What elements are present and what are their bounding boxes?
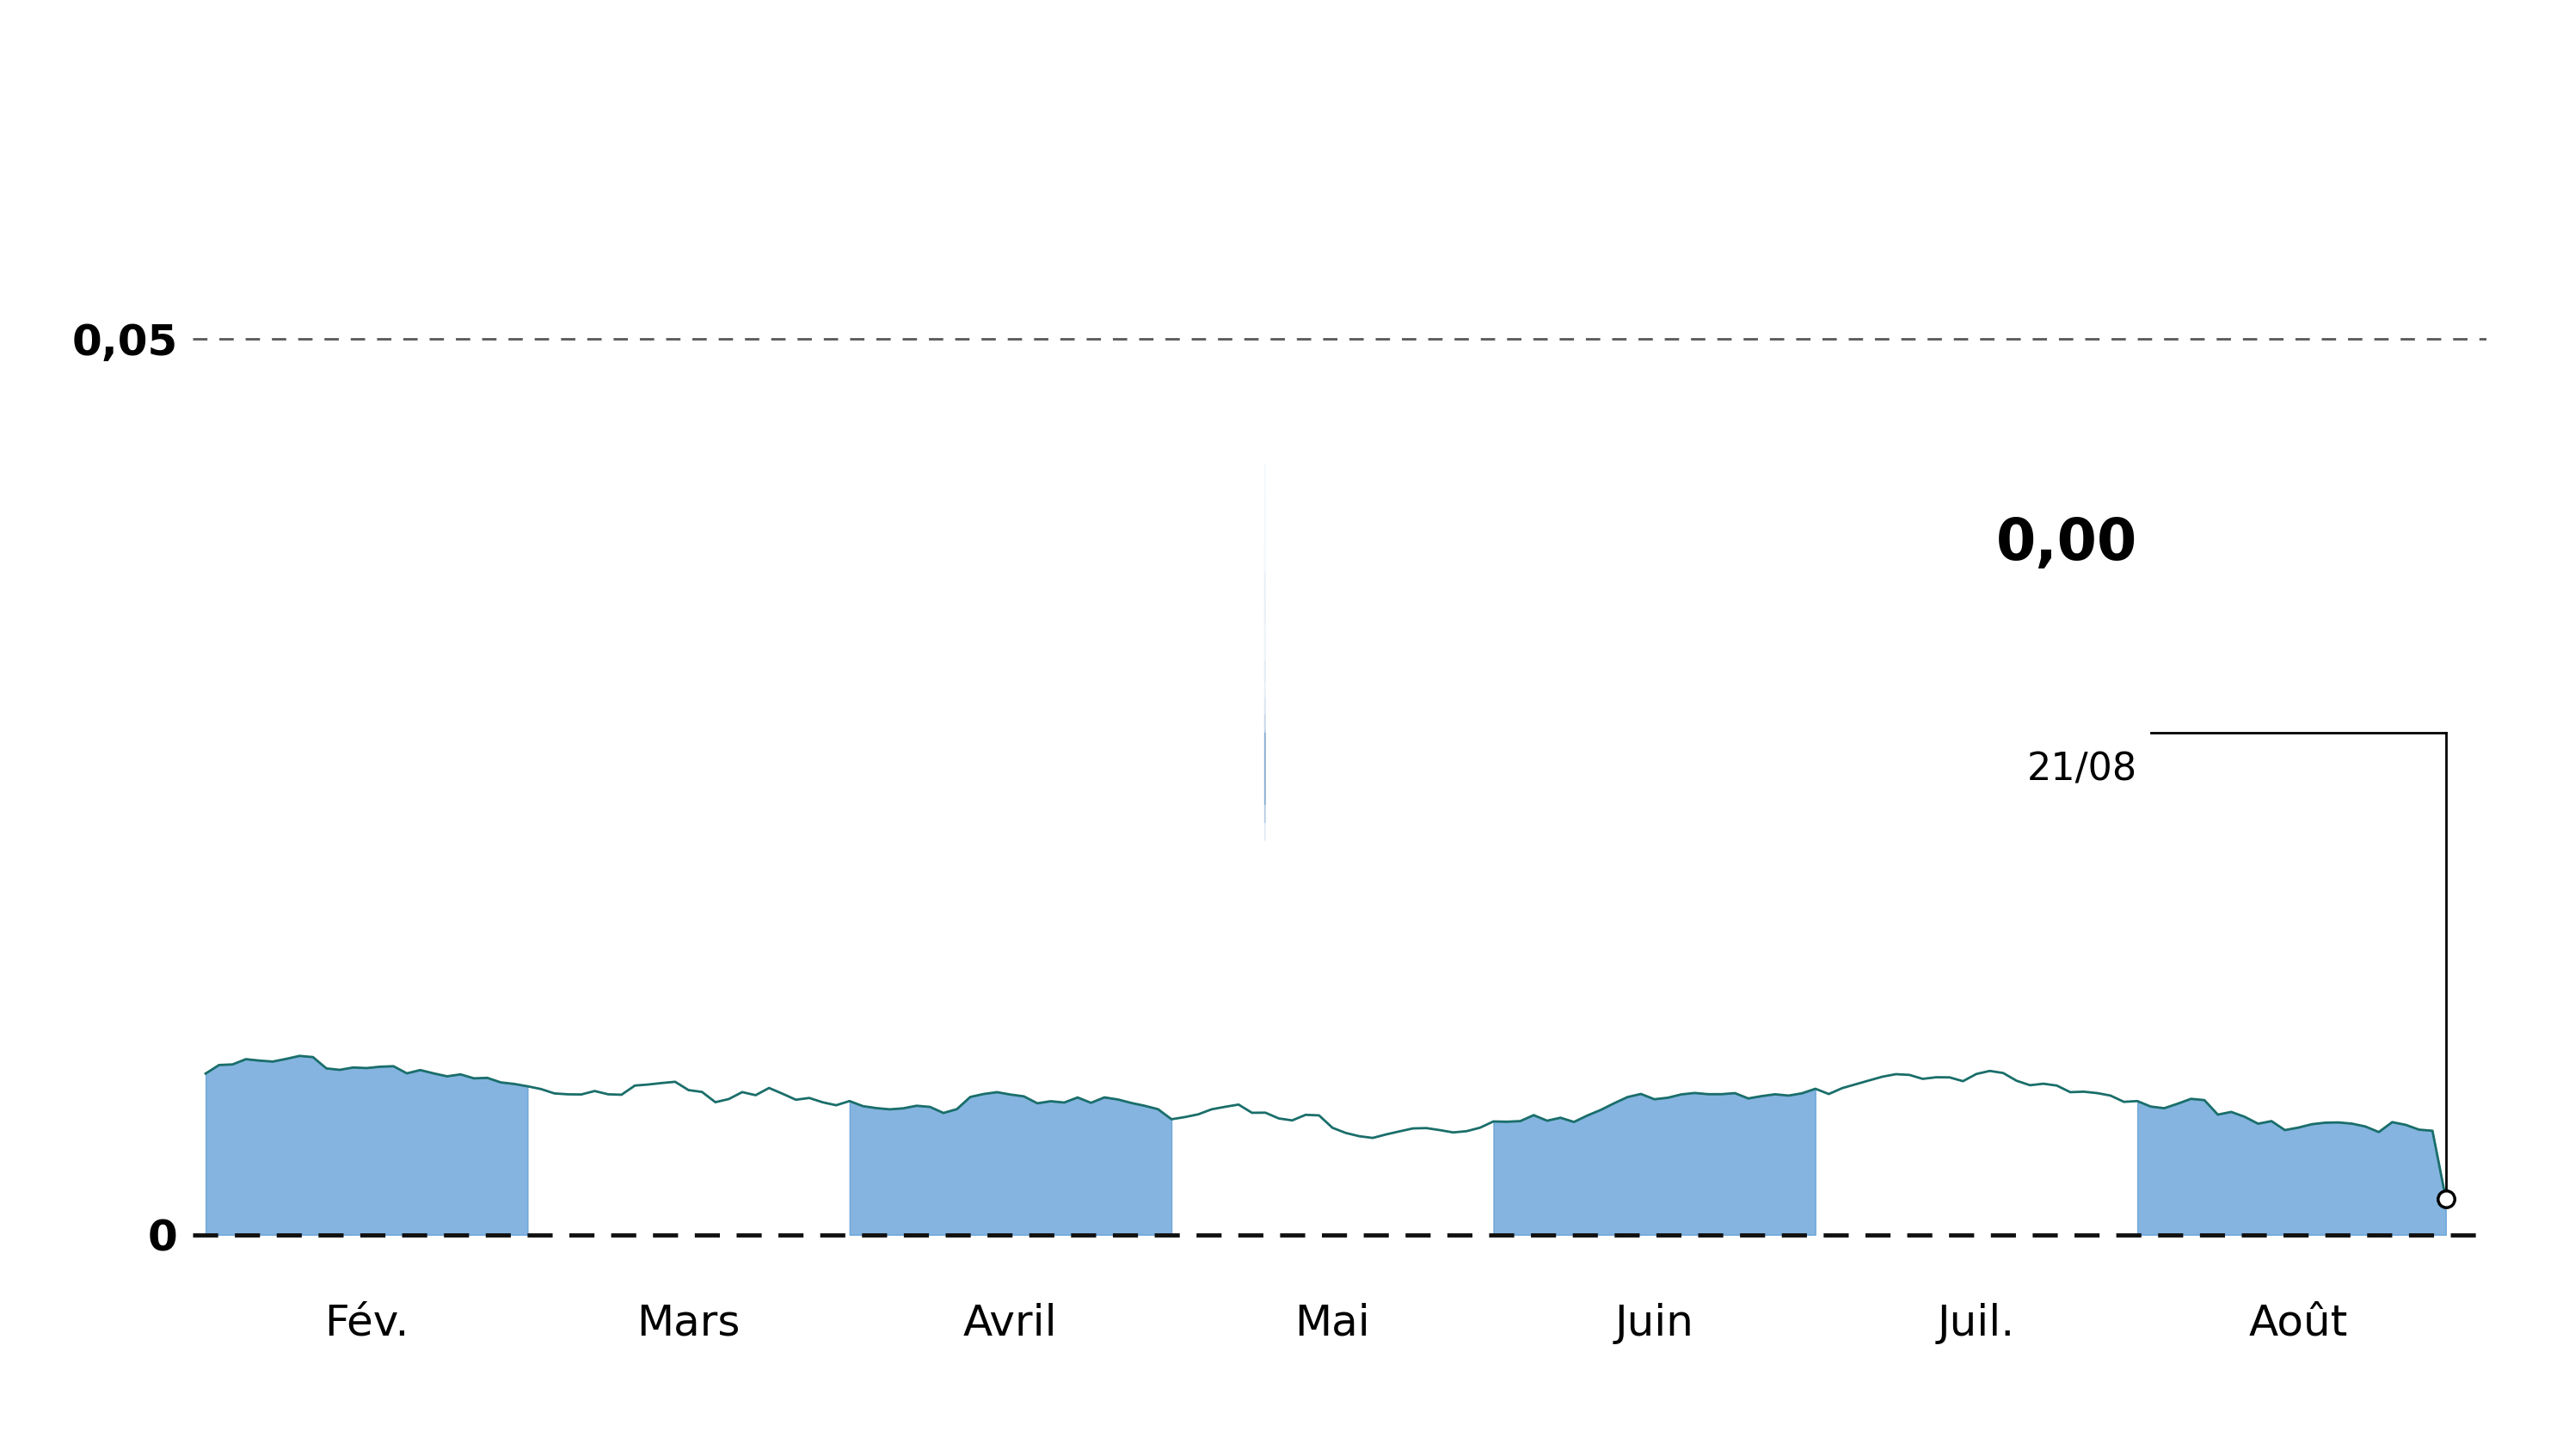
Text: 0,00: 0,00 bbox=[1997, 515, 2138, 572]
Text: 21/08: 21/08 bbox=[2027, 751, 2138, 788]
Text: DRONE VOLT: DRONE VOLT bbox=[977, 10, 1586, 95]
